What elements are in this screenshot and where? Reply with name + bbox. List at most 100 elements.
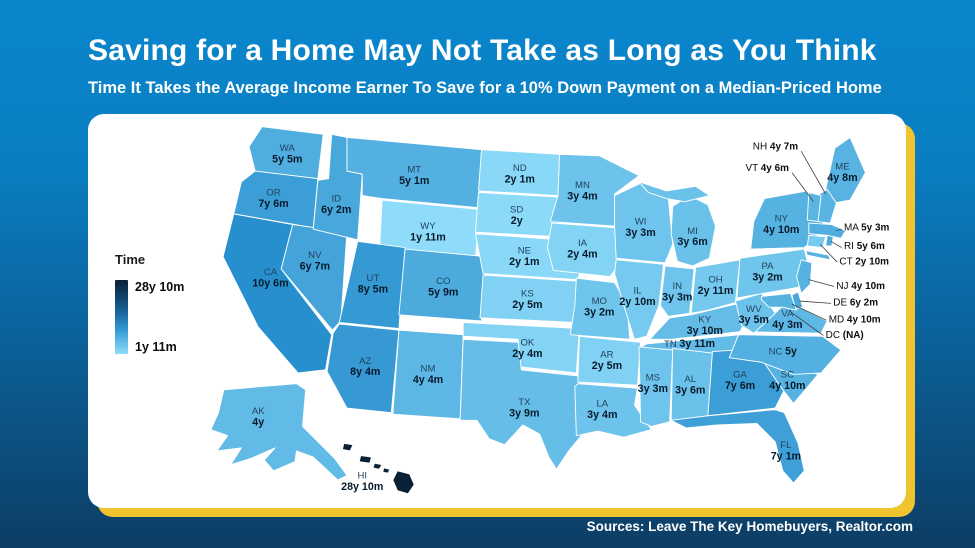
- state-abbr-UT: UT: [367, 273, 380, 284]
- state-abbr-GA: GA: [733, 370, 747, 381]
- state-label-VT: VT 4y 6m: [745, 163, 789, 174]
- state-abbr-NE: NE: [518, 246, 531, 257]
- state-value-CO: 5y 9m: [428, 287, 458, 299]
- state-value-MI: 3y 6m: [677, 236, 707, 248]
- page-title: Saving for a Home May Not Take as Long a…: [88, 34, 877, 67]
- state-value-NV: 6y 7m: [300, 261, 330, 273]
- state-HI: [392, 470, 415, 495]
- state-abbr-KY: KY: [698, 314, 711, 325]
- state-value-ME: 4y 8m: [827, 172, 857, 184]
- state-value-WV: 3y 5m: [739, 314, 769, 326]
- state-label-DC: DC (NA): [826, 330, 864, 341]
- state-MI: [638, 181, 710, 203]
- state-value-IN: 3y 3m: [662, 291, 692, 303]
- state-value-ND: 2y 1m: [505, 174, 535, 186]
- state-abbr-WV: WV: [746, 304, 762, 315]
- state-abbr-ME: ME: [835, 162, 849, 173]
- state-HI: [341, 442, 354, 452]
- legend-gradient-group: 28y 10m 1y 11m: [115, 280, 225, 354]
- state-value-IL: 2y 10m: [619, 296, 655, 308]
- sources-text: Sources: Leave The Key Homebuyers, Realt…: [586, 519, 913, 534]
- state-value-OK: 2y 4m: [512, 348, 542, 360]
- state-abbr-WY: WY: [420, 221, 436, 232]
- state-abbr-KS: KS: [521, 288, 534, 299]
- header: Saving for a Home May Not Take as Long a…: [88, 34, 948, 98]
- state-OH: [690, 259, 741, 314]
- state-value-MO: 3y 2m: [584, 307, 614, 319]
- callout-line-NH: [800, 150, 826, 195]
- state-value-AK: 4y: [252, 417, 264, 429]
- infographic-card: Time 28y 10m 1y 11m WA 5y 5m OR 7y 6m CA 10y …: [88, 114, 906, 508]
- legend-max-label: 28y 10m: [135, 280, 185, 294]
- state-value-KS: 2y 5m: [512, 299, 542, 311]
- state-value-NE: 2y 1m: [509, 256, 539, 268]
- state-abbr-ID: ID: [331, 194, 341, 205]
- state-VT: [806, 192, 822, 222]
- state-label-CT: CT 2y 10m: [839, 256, 889, 267]
- state-value-OH: 2y 11m: [698, 285, 734, 297]
- state-NJ: [796, 259, 813, 294]
- state-value-MS: 3y 3m: [638, 383, 668, 395]
- state-abbr-SD: SD: [510, 204, 523, 215]
- callout-line-CT: [820, 244, 838, 263]
- state-abbr-CO: CO: [436, 276, 450, 287]
- state-abbr-NM: NM: [421, 363, 436, 374]
- state-value-CA: 10y 6m: [252, 278, 288, 290]
- state-RI: [825, 234, 834, 247]
- state-abbr-AR: AR: [600, 350, 613, 361]
- state-MO: [569, 277, 631, 340]
- state-value-MT: 5y 1m: [399, 175, 429, 187]
- state-abbr-TX: TX: [518, 397, 531, 408]
- callout-line-DE: [799, 300, 832, 304]
- state-abbr-ND: ND: [513, 163, 527, 174]
- state-label-MD: MD 4y 10m: [829, 314, 881, 325]
- state-FL: [670, 409, 805, 484]
- state-value-VA: 4y 3m: [772, 319, 802, 331]
- state-value-HI: 28y 10m: [341, 481, 383, 493]
- state-IN: [660, 265, 695, 317]
- legend-min-label: 1y 11m: [135, 340, 177, 354]
- state-abbr-OH: OH: [708, 275, 722, 286]
- state-value-MN: 3y 4m: [567, 190, 597, 202]
- state-LA: [574, 383, 652, 438]
- state-TX: [459, 338, 583, 470]
- state-HI: [372, 462, 383, 470]
- state-MD: [760, 292, 798, 311]
- state-abbr-IN: IN: [673, 281, 683, 292]
- state-abbr-MS: MS: [646, 373, 660, 384]
- state-value-WI: 3y 3m: [625, 227, 655, 239]
- state-HI: [382, 467, 391, 474]
- state-UT: [338, 240, 406, 330]
- state-CO: [398, 248, 487, 322]
- us-choropleth-map: WA 5y 5m OR 7y 6m CA 10y 6m NV 6y 7m ID 6y 2m MT 5y…: [190, 116, 900, 506]
- state-value-NY: 4y 10m: [763, 224, 799, 236]
- state-value-OR: 7y 6m: [258, 198, 288, 210]
- state-abbr-MT: MT: [407, 165, 421, 176]
- state-value-IA: 2y 4m: [567, 248, 597, 260]
- state-AR: [577, 335, 642, 386]
- state-abbr-IA: IA: [578, 238, 588, 249]
- callout-line-DC: [790, 311, 824, 336]
- state-AK: [210, 383, 348, 481]
- state-value-TX: 3y 9m: [509, 408, 539, 420]
- state-abbr-MO: MO: [592, 296, 607, 307]
- state-abbr-NY: NY: [775, 214, 789, 225]
- state-value-NM: 4y 4m: [413, 374, 443, 386]
- state-abbr-AK: AK: [252, 406, 265, 417]
- state-value-ID: 6y 2m: [321, 204, 351, 216]
- state-abbr-WA: WA: [280, 143, 296, 154]
- map-legend: Time 28y 10m 1y 11m: [115, 252, 225, 354]
- callout-line-VT: [791, 172, 814, 202]
- state-value-PA: 3y 2m: [752, 271, 782, 283]
- state-value-KY: 3y 10m: [687, 325, 723, 337]
- state-NC: [728, 334, 842, 375]
- page-subtitle: Time It Takes the Average Income Earner …: [88, 79, 882, 97]
- state-value-SC: 4y 10m: [769, 380, 805, 392]
- state-value-LA: 3y 4m: [587, 409, 617, 421]
- state-abbr-FL: FL: [780, 440, 791, 451]
- state-CT: [806, 234, 827, 248]
- state-value-WY: 1y 11m: [410, 232, 446, 244]
- state-value-GA: 7y 6m: [725, 380, 755, 392]
- state-abbr-SC: SC: [781, 370, 794, 381]
- state-NY: [805, 250, 831, 261]
